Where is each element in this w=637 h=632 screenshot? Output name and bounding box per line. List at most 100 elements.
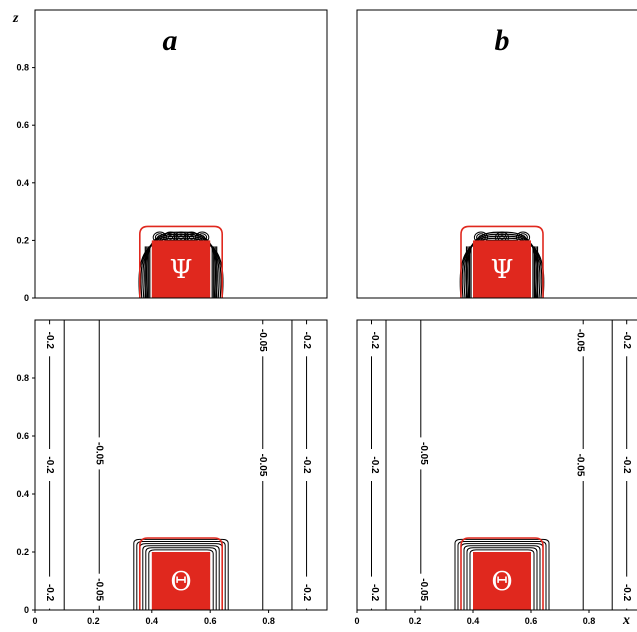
outline-contour bbox=[139, 537, 223, 610]
field-symbol: Θ bbox=[170, 567, 191, 597]
theta-contour bbox=[148, 549, 214, 610]
panel-a-psi: Ψ bbox=[138, 225, 224, 298]
x-tick-label: 0.8 bbox=[583, 616, 596, 626]
y-tick-label: 0.6 bbox=[16, 431, 29, 441]
x-tick-label: 0.4 bbox=[146, 616, 159, 626]
contour-label: -0.2 bbox=[301, 456, 312, 474]
contour-label-bg bbox=[620, 324, 633, 357]
contour-label-bg bbox=[300, 324, 313, 357]
theta-contour bbox=[463, 545, 541, 610]
contour-label: -0.05 bbox=[418, 442, 429, 465]
contour-label-bg bbox=[368, 576, 381, 609]
outline-contour bbox=[139, 225, 223, 298]
panel-frame bbox=[356, 319, 637, 611]
contour-label: -0.2 bbox=[44, 332, 55, 350]
psi-contour bbox=[142, 235, 220, 298]
source-box bbox=[151, 552, 211, 610]
field-symbol: Ψ bbox=[491, 255, 514, 285]
theta-contour bbox=[142, 545, 220, 610]
x-tick-label: 0.6 bbox=[204, 616, 217, 626]
contour-label: -0.2 bbox=[621, 584, 632, 602]
contour-label: -0.05 bbox=[94, 442, 105, 465]
theta-contour bbox=[133, 538, 229, 610]
y-tick-label: 0.8 bbox=[16, 373, 29, 383]
outline-contour bbox=[460, 225, 544, 298]
x-tick-label: 0 bbox=[32, 616, 37, 626]
psi-cell bbox=[199, 235, 205, 240]
contour-label: -0.05 bbox=[257, 454, 268, 477]
panel-label: b bbox=[495, 24, 510, 57]
psi-contour bbox=[140, 237, 222, 298]
contour-label-bg bbox=[417, 573, 430, 606]
contour-label-bg bbox=[620, 576, 633, 609]
y-tick-label: 0.2 bbox=[16, 547, 29, 557]
y-tick-label: 0.2 bbox=[16, 235, 29, 245]
psi-cell bbox=[178, 235, 184, 240]
contour-label-bg bbox=[300, 576, 313, 609]
panel-b-psi: Ψ bbox=[459, 225, 545, 298]
contour-label-bg bbox=[256, 449, 269, 481]
contour-label: -0.2 bbox=[301, 584, 312, 602]
contour-label-bg bbox=[417, 437, 430, 470]
contour-label: -0.2 bbox=[301, 332, 312, 350]
contour-label-bg bbox=[43, 576, 56, 609]
x-tick-label: 0.2 bbox=[87, 616, 100, 626]
theta-contour bbox=[466, 547, 538, 610]
x-tick-label: 0.4 bbox=[467, 616, 480, 626]
psi-cell bbox=[520, 235, 526, 240]
contour-label: -0.2 bbox=[44, 456, 55, 474]
y-axis-label: z bbox=[12, 11, 19, 26]
field-symbol: Θ bbox=[491, 567, 512, 597]
psi-cell bbox=[167, 235, 174, 240]
psi-contour bbox=[463, 235, 541, 298]
panel-frame bbox=[34, 319, 328, 611]
psi-cell bbox=[499, 235, 505, 240]
panel-b-theta: -0.2 -0.2 -0.2 -0.05 -0.05 -0.05 -0.05 -0.2 -0.2… bbox=[368, 320, 633, 610]
y-tick-label: 0.8 bbox=[16, 63, 29, 73]
contour-label-bg bbox=[368, 324, 381, 357]
y-tick-label: 0.6 bbox=[16, 120, 29, 130]
psi-contour bbox=[461, 237, 543, 298]
source-box bbox=[151, 240, 211, 298]
x-tick-label: 0.6 bbox=[525, 616, 538, 626]
contour-label: -0.2 bbox=[621, 332, 632, 350]
theta-contour bbox=[457, 541, 547, 610]
contour-label: -0.05 bbox=[418, 578, 429, 601]
contour-label: -0.05 bbox=[94, 578, 105, 601]
x-tick-label: 0.8 bbox=[262, 616, 275, 626]
theta-contour bbox=[454, 538, 550, 610]
contour-label: -0.05 bbox=[575, 454, 586, 477]
contour-label-bg bbox=[93, 437, 106, 470]
y-tick-label: 0.4 bbox=[16, 178, 29, 188]
contour-label-bg bbox=[43, 449, 56, 481]
theta-contour bbox=[469, 549, 535, 610]
y-tick-label: 0.4 bbox=[16, 489, 29, 499]
contour-label-bg bbox=[574, 449, 587, 481]
panel-a-theta: -0.2 -0.2 -0.2 -0.05 -0.05 -0.05 -0.05 -0.2 -0.2… bbox=[43, 320, 313, 610]
contour-label: -0.05 bbox=[575, 329, 586, 352]
contour-label-bg bbox=[256, 324, 269, 357]
x-axis-label: x bbox=[622, 613, 630, 628]
y-tick-label: 0 bbox=[24, 293, 29, 303]
field-symbol: Ψ bbox=[170, 255, 193, 285]
y-tick-label: 0 bbox=[24, 605, 29, 615]
x-tick-label: 0 bbox=[354, 616, 359, 626]
contour-label-bg bbox=[93, 573, 106, 606]
contour-label-bg bbox=[300, 449, 313, 481]
contour-label: -0.2 bbox=[44, 584, 55, 602]
panel-label: a bbox=[163, 24, 178, 57]
psi-cell bbox=[157, 235, 163, 240]
contour-label-bg bbox=[43, 324, 56, 357]
contour-label: -0.2 bbox=[369, 456, 380, 474]
psi-cell bbox=[478, 235, 484, 240]
contour-label-bg bbox=[620, 449, 633, 481]
contour-label: -0.2 bbox=[621, 456, 632, 474]
theta-contour bbox=[136, 541, 226, 610]
contour-label: -0.05 bbox=[257, 329, 268, 352]
panel-frame bbox=[356, 9, 637, 299]
contour-label-bg bbox=[368, 449, 381, 481]
x-tick-label: 0.2 bbox=[409, 616, 422, 626]
contour-label: -0.2 bbox=[369, 332, 380, 350]
source-box bbox=[473, 552, 531, 610]
